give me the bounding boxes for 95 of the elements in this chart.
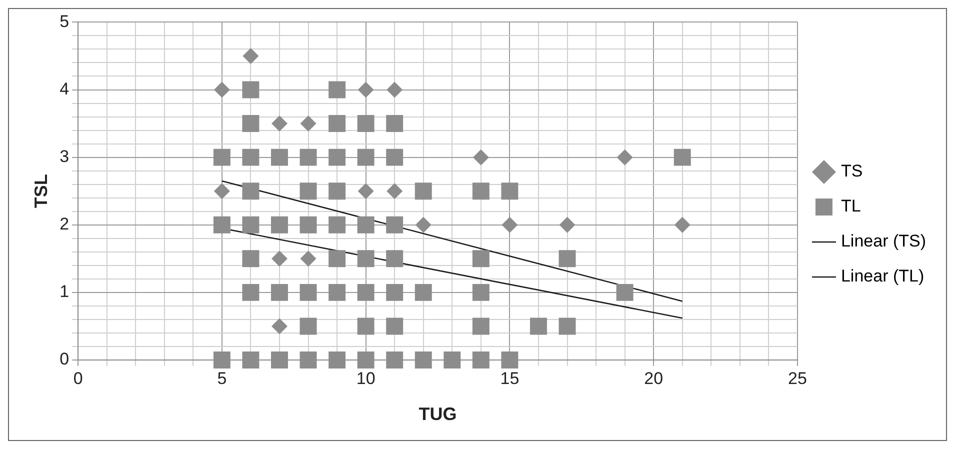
point — [213, 352, 230, 368]
point — [242, 182, 260, 200]
x-tick-label: 25 — [788, 368, 807, 388]
point — [213, 148, 230, 166]
x-tick-label: 0 — [73, 368, 83, 388]
point — [386, 183, 403, 200]
y-tick-label: 2 — [60, 214, 70, 234]
point — [271, 318, 288, 334]
point — [386, 284, 404, 301]
point — [271, 116, 288, 132]
point — [328, 352, 346, 368]
point — [213, 216, 230, 234]
x-tick-label: 15 — [500, 368, 520, 388]
point — [328, 216, 346, 234]
y-axis-title: TSL — [30, 174, 51, 208]
point — [386, 250, 404, 268]
point — [357, 216, 374, 234]
point — [414, 182, 432, 200]
x-axis-title: TUG — [418, 404, 457, 424]
point — [386, 318, 404, 335]
point — [271, 352, 288, 368]
point — [386, 115, 404, 132]
point — [501, 182, 518, 200]
point — [271, 148, 288, 166]
point — [300, 216, 317, 234]
point — [414, 352, 432, 368]
point — [674, 148, 691, 166]
x-tick-label: 20 — [644, 368, 664, 388]
point — [242, 250, 260, 268]
point — [271, 216, 288, 234]
point — [242, 48, 259, 64]
point — [242, 115, 260, 132]
point — [386, 352, 404, 368]
point — [328, 250, 346, 268]
point — [501, 352, 518, 368]
point — [300, 148, 317, 166]
y-tick-label: 4 — [60, 79, 70, 98]
point — [472, 318, 490, 335]
point — [214, 82, 230, 98]
y-tick-label: 5 — [60, 12, 70, 31]
point — [415, 216, 432, 233]
x-tick-label: 5 — [217, 368, 227, 388]
point — [242, 352, 260, 368]
point — [386, 148, 404, 166]
point — [414, 284, 432, 301]
point — [242, 284, 260, 301]
point — [357, 284, 374, 301]
point — [357, 148, 374, 166]
point — [357, 250, 374, 268]
point — [300, 182, 317, 200]
point — [242, 216, 260, 234]
point — [328, 284, 346, 301]
point — [444, 352, 461, 368]
point — [328, 148, 346, 166]
point — [358, 82, 374, 98]
point — [242, 81, 260, 98]
point — [357, 115, 374, 132]
legend-label: TS — [840, 162, 863, 181]
point — [386, 216, 404, 234]
point — [300, 116, 316, 132]
point — [616, 149, 633, 166]
legend-label: Linear (TS) — [840, 232, 926, 251]
x-tick-label: 10 — [356, 368, 376, 388]
y-tick-label: 0 — [60, 350, 70, 369]
point — [358, 183, 374, 200]
point — [271, 250, 288, 267]
point — [674, 216, 690, 233]
point — [558, 250, 576, 268]
point — [328, 182, 346, 200]
point — [559, 216, 576, 233]
point — [328, 81, 346, 98]
point — [242, 148, 260, 166]
point — [357, 318, 374, 335]
point — [386, 82, 403, 98]
point — [472, 182, 490, 200]
point — [300, 250, 316, 267]
point — [300, 318, 317, 335]
point — [300, 284, 317, 301]
y-tick-label: 1 — [60, 282, 70, 302]
point — [328, 115, 346, 132]
point — [214, 183, 230, 200]
legend-label: TL — [840, 196, 861, 216]
point — [616, 284, 634, 301]
point — [472, 352, 490, 368]
point — [271, 284, 288, 301]
point — [357, 352, 374, 368]
point — [558, 318, 576, 335]
legend-label: Linear (TL) — [840, 266, 924, 286]
point — [300, 352, 317, 368]
y-tick-label: 3 — [60, 147, 70, 166]
point — [472, 250, 490, 268]
point — [502, 216, 518, 233]
point — [472, 149, 489, 166]
point — [472, 284, 490, 301]
point — [530, 318, 547, 335]
